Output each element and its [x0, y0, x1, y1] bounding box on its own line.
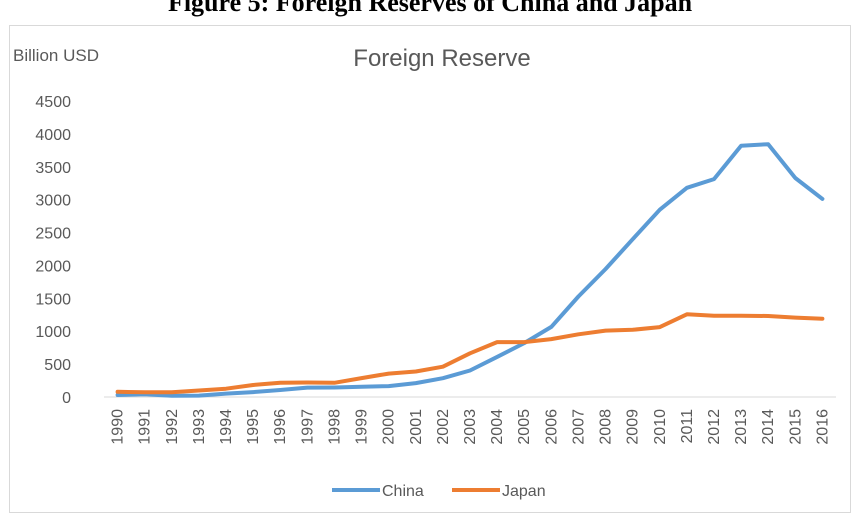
y-tick-label: 0 [62, 390, 71, 407]
y-tick-label: 2500 [35, 226, 71, 243]
x-tick-label: 1991 [137, 409, 154, 445]
x-tick-label: 2004 [489, 409, 506, 445]
x-tick-label: 2014 [760, 409, 777, 445]
legend: China Japan [332, 483, 546, 500]
y-tick-label: 2000 [35, 258, 71, 275]
x-tick-label: 2001 [408, 409, 425, 445]
y-axis-ticks: 0 500 1000 1500 2000 2500 3000 3500 4000 4500 [35, 94, 71, 407]
x-tick-label: 2015 [787, 409, 804, 445]
x-tick-label: 1998 [326, 409, 343, 445]
x-tick-label: 1992 [164, 409, 181, 445]
x-tick-label: 2010 [652, 409, 669, 445]
figure-caption: Figure 5: Foreign Reserves of China and … [167, 0, 693, 17]
x-tick-label: 1996 [272, 409, 289, 445]
x-tick-label: 2002 [435, 409, 452, 445]
x-tick-label: 1994 [218, 409, 235, 445]
x-tick-label: 2012 [706, 409, 723, 445]
y-tick-label: 4500 [35, 94, 71, 111]
x-tick-label: 2016 [814, 409, 831, 445]
legend-label-japan: Japan [502, 483, 546, 500]
x-tick-label: 2011 [679, 409, 696, 444]
chart-title: Foreign Reserve [353, 45, 530, 72]
y-axis-label: Billion USD [13, 46, 99, 65]
series-line-china [115, 142, 825, 398]
x-tick-label: 2008 [598, 409, 615, 445]
y-tick-label: 3500 [35, 160, 71, 177]
x-tick-label: 2000 [381, 409, 398, 445]
x-tick-label: 1995 [245, 409, 262, 445]
y-tick-label: 4000 [35, 127, 71, 144]
x-tick-label: 2009 [625, 409, 642, 445]
y-tick-label: 1000 [35, 324, 71, 341]
y-tick-label: 1500 [35, 291, 71, 308]
y-tick-label: 3000 [35, 193, 71, 210]
x-tick-label: 2006 [543, 409, 560, 445]
x-tick-label: 2003 [462, 409, 479, 445]
legend-label-china: China [382, 483, 424, 500]
x-tick-label: 2007 [570, 409, 587, 445]
x-tick-label: 1990 [110, 409, 127, 445]
line-chart: Foreign Reserve Billion USD 0 500 1000 1500… [13, 45, 836, 500]
x-axis-ticks: 1990 1991 1992 1993 1994 1995 1996 1997 1998 1999… [110, 409, 832, 445]
x-tick-label: 1999 [354, 409, 371, 445]
x-tick-label: 1993 [191, 409, 208, 445]
y-tick-label: 500 [44, 357, 71, 374]
series-lines [115, 142, 825, 398]
x-tick-label: 2005 [516, 409, 533, 445]
x-tick-label: 2013 [733, 409, 750, 445]
x-tick-label: 1997 [299, 409, 316, 445]
series-line-japan [115, 312, 825, 395]
chart-frame: Foreign Reserve Billion USD 0 500 1000 1500… [9, 25, 851, 513]
